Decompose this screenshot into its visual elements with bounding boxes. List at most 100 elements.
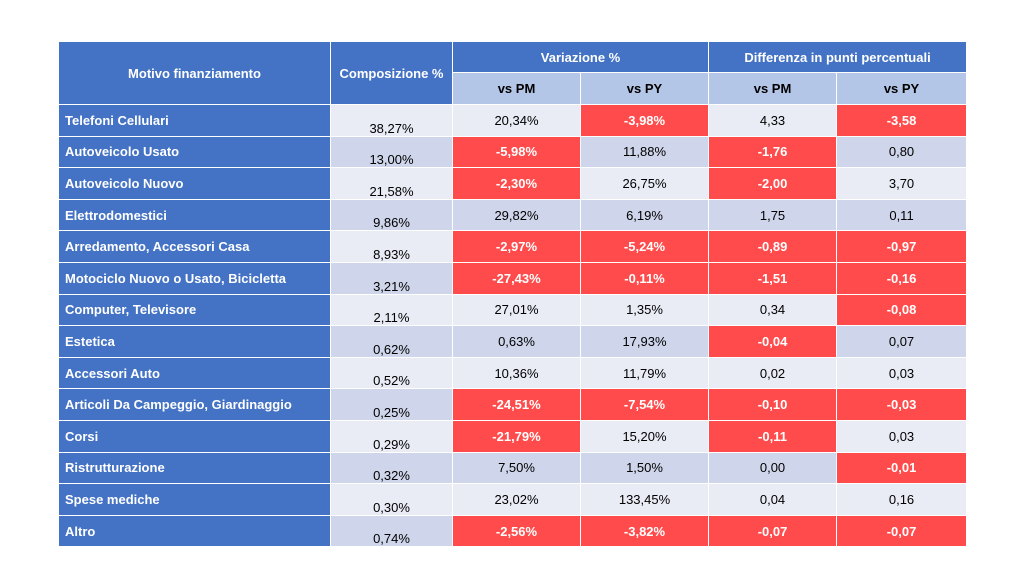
subheader-diff-vs-pm: vs PM: [708, 72, 838, 105]
table-row: Motociclo Nuovo o Usato, Bicicletta 3,21%…: [58, 261, 968, 295]
composizione-cell: 0,62%: [330, 325, 453, 358]
differenza-vs-pm-cell: 1,75: [708, 198, 838, 232]
composizione-cell: 0,29%: [330, 419, 453, 453]
variazione-vs-py-cell: 15,20%: [579, 419, 710, 453]
composizione-cell: 8,93%: [330, 230, 453, 263]
table-row: Telefoni Cellulari 38,27% 20,34% -3,98% 4,33…: [58, 104, 968, 137]
differenza-vs-py-cell: -0,97: [836, 230, 968, 263]
table-row: Altro 0,74% -2,56% -3,82% -0,07 -0,07: [58, 514, 968, 548]
row-label: Corsi: [58, 419, 331, 453]
table-row: Elettrodomestici 9,86% 29,82% 6,19% 1,75 0,11: [58, 198, 968, 232]
variazione-vs-pm-cell: -21,79%: [452, 419, 581, 453]
row-label: Elettrodomestici: [58, 198, 331, 232]
table-row: Arredamento, Accessori Casa 8,93% -2,97% -5…: [58, 230, 968, 263]
table-body: Telefoni Cellulari 38,27% 20,34% -3,98% 4,33…: [58, 104, 968, 548]
composizione-cell: 13,00%: [330, 135, 453, 169]
composizione-cell: 0,32%: [330, 451, 453, 485]
header-differenza: Differenza in punti percentuali: [708, 41, 968, 73]
variazione-vs-py-cell: 11,88%: [579, 135, 710, 169]
table-row: Autoveicolo Nuovo 21,58% -2,30% 26,75% -2,00…: [58, 167, 968, 200]
differenza-vs-pm-cell: -1,76: [708, 135, 838, 169]
differenza-vs-pm-cell: 0,04: [708, 483, 838, 516]
variazione-vs-pm-cell: 0,63%: [452, 325, 581, 358]
differenza-vs-py-cell: -3,58: [836, 104, 968, 137]
table-row: Accessori Auto 0,52% 10,36% 11,79% 0,02 0,03: [58, 356, 968, 390]
row-label: Estetica: [58, 325, 331, 358]
header-row: Motivo finanziamento Composizione % Vari…: [58, 41, 968, 105]
table-row: Autoveicolo Usato 13,00% -5,98% 11,88% -1,76…: [58, 135, 968, 169]
variazione-vs-pm-cell: -24,51%: [452, 388, 581, 421]
variazione-vs-pm-cell: -27,43%: [452, 261, 581, 295]
differenza-vs-pm-cell: -1,51: [708, 261, 838, 295]
composizione-cell: 0,25%: [330, 388, 453, 421]
composizione-cell: 9,86%: [330, 198, 453, 232]
variazione-vs-pm-cell: 23,02%: [452, 483, 581, 516]
composizione-cell: 38,27%: [330, 104, 453, 137]
differenza-vs-pm-cell: -0,04: [708, 325, 838, 358]
variazione-vs-py-cell: -5,24%: [579, 230, 710, 263]
table-row: Estetica 0,62% 0,63% 17,93% -0,04 0,07: [58, 325, 968, 358]
differenza-vs-pm-cell: 0,34: [708, 293, 838, 327]
row-label: Articoli Da Campeggio, Giardinaggio: [58, 388, 331, 421]
row-label: Autoveicolo Nuovo: [58, 167, 331, 200]
differenza-vs-py-cell: 0,80: [836, 135, 968, 169]
row-label: Spese mediche: [58, 483, 331, 516]
table-row: Corsi 0,29% -21,79% 15,20% -0,11 0,03: [58, 419, 968, 453]
variazione-vs-py-cell: -7,54%: [579, 388, 710, 421]
table-row: Spese mediche 0,30% 23,02% 133,45% 0,04 0,16: [58, 483, 968, 516]
variazione-vs-pm-cell: 20,34%: [452, 104, 581, 137]
variazione-vs-pm-cell: -2,97%: [452, 230, 581, 263]
differenza-vs-py-cell: 3,70: [836, 167, 968, 200]
differenza-vs-py-cell: 0,03: [836, 419, 968, 453]
differenza-vs-py-cell: 0,03: [836, 356, 968, 390]
variazione-vs-py-cell: 133,45%: [579, 483, 710, 516]
differenza-vs-pm-cell: -0,11: [708, 419, 838, 453]
header-variazione: Variazione %: [451, 41, 710, 73]
variazione-vs-pm-cell: 29,82%: [452, 198, 581, 232]
row-label: Altro: [58, 514, 331, 548]
composizione-cell: 0,30%: [330, 483, 453, 516]
differenza-vs-py-cell: 0,16: [836, 483, 968, 516]
variazione-vs-py-cell: 1,50%: [579, 451, 710, 485]
differenza-vs-pm-cell: 0,02: [708, 356, 838, 390]
variazione-vs-pm-cell: -5,98%: [452, 135, 581, 169]
variazione-vs-pm-cell: -2,56%: [452, 514, 581, 548]
composizione-cell: 0,74%: [330, 514, 453, 548]
variazione-vs-py-cell: 11,79%: [579, 356, 710, 390]
differenza-vs-py-cell: -0,08: [836, 293, 968, 327]
subheader-var-vs-pm: vs PM: [452, 72, 581, 105]
row-label: Motociclo Nuovo o Usato, Bicicletta: [58, 261, 331, 295]
row-label: Ristrutturazione: [58, 451, 331, 485]
variazione-vs-py-cell: 6,19%: [579, 198, 710, 232]
differenza-vs-py-cell: -0,03: [836, 388, 968, 421]
header-composizione: Composizione %: [330, 41, 453, 105]
differenza-vs-pm-cell: 0,00: [708, 451, 838, 485]
subheader-var-vs-py: vs PY: [579, 72, 710, 105]
variazione-vs-py-cell: 17,93%: [579, 325, 710, 358]
differenza-vs-pm-cell: 4,33: [708, 104, 838, 137]
financing-table: Motivo finanziamento Composizione % Vari…: [58, 41, 968, 548]
differenza-vs-py-cell: -0,01: [836, 451, 968, 485]
header-motivo: Motivo finanziamento: [58, 41, 331, 105]
row-label: Accessori Auto: [58, 356, 331, 390]
table-row: Computer, Televisore 2,11% 27,01% 1,35% 0,34…: [58, 293, 968, 327]
row-label: Arredamento, Accessori Casa: [58, 230, 331, 263]
composizione-cell: 0,52%: [330, 356, 453, 390]
variazione-vs-py-cell: 26,75%: [579, 167, 710, 200]
variazione-vs-py-cell: 1,35%: [579, 293, 710, 327]
composizione-cell: 3,21%: [330, 261, 453, 295]
variazione-vs-py-cell: -3,82%: [579, 514, 710, 548]
differenza-vs-py-cell: 0,11: [836, 198, 968, 232]
differenza-vs-py-cell: -0,16: [836, 261, 968, 295]
subheader-row: vs PM vs PY vs PM vs PY: [59, 72, 968, 105]
variazione-vs-py-cell: -0,11%: [579, 261, 710, 295]
differenza-vs-pm-cell: -2,00: [708, 167, 838, 200]
row-label: Telefoni Cellulari: [58, 104, 331, 137]
variazione-vs-pm-cell: 7,50%: [452, 451, 581, 485]
variazione-vs-pm-cell: -2,30%: [452, 167, 581, 200]
table-row: Articoli Da Campeggio, Giardinaggio 0,25%…: [58, 388, 968, 421]
subheader-diff-vs-py: vs PY: [836, 72, 968, 105]
composizione-cell: 2,11%: [330, 293, 453, 327]
row-label: Computer, Televisore: [58, 293, 331, 327]
composizione-cell: 21,58%: [330, 167, 453, 200]
